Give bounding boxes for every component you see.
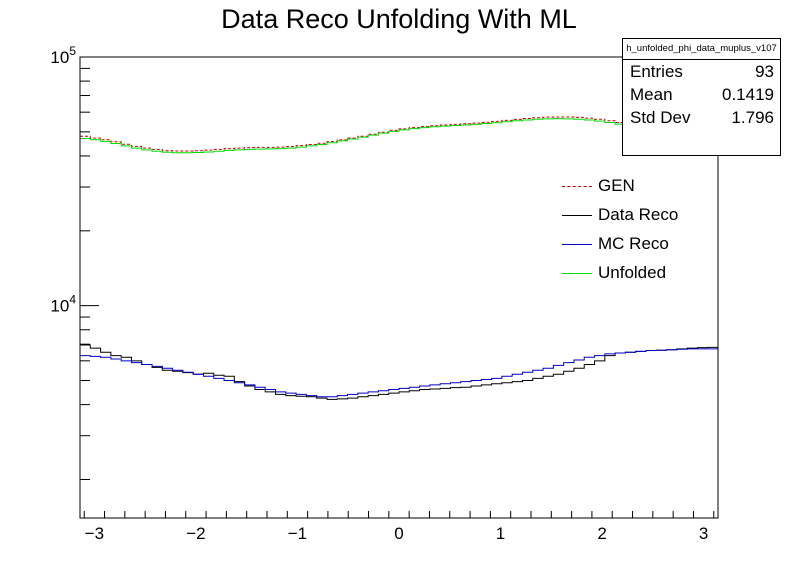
x-tick-label: 0	[394, 524, 403, 543]
stats-label: Std Dev	[630, 108, 691, 127]
stats-row-mean: Mean 0.1419	[623, 83, 780, 106]
series-line-unfolded	[80, 118, 718, 154]
x-tick-label: −3	[85, 524, 104, 543]
x-tick-label: 1	[496, 524, 505, 543]
stats-histogram-name: h_unfolded_phi_data_muplus_v107	[623, 39, 780, 60]
stats-box: h_unfolded_phi_data_muplus_v107 Entries …	[622, 38, 781, 156]
stats-value: 1.796	[731, 108, 774, 127]
series-line-mc-reco	[80, 348, 718, 398]
plot-frame	[79, 56, 719, 519]
legend-item-gen: GEN	[562, 174, 712, 203]
stats-label: Entries	[630, 62, 683, 81]
legend-swatch-unfolded	[562, 273, 592, 274]
legend-swatch-mc-reco	[562, 244, 592, 245]
legend-label: Unfolded	[598, 263, 667, 282]
stats-row-stddev: Std Dev 1.796	[623, 106, 780, 129]
legend-label: MC Reco	[598, 234, 669, 253]
legend-swatch-data-reco	[562, 215, 592, 216]
stats-value: 0.1419	[722, 85, 774, 104]
legend-swatch-gen	[562, 186, 592, 187]
legend-item-unfolded: Unfolded	[562, 261, 712, 290]
y-tick-label: 104	[50, 293, 76, 316]
legend-item-mc-reco: MC Reco	[562, 232, 712, 261]
stats-value: 93	[755, 62, 774, 81]
legend-item-data-reco: Data Reco	[562, 203, 712, 232]
x-tick-label: 2	[597, 524, 606, 543]
legend: GEN Data Reco MC Reco Unfolded	[562, 174, 712, 290]
x-tick-label: 3	[699, 524, 708, 543]
legend-label: GEN	[598, 176, 635, 195]
stats-label: Mean	[630, 85, 673, 104]
chart-title: Data Reco Unfolding With ML	[221, 4, 577, 34]
y-tick-label: 105	[50, 44, 76, 67]
x-tick-label: −1	[288, 524, 307, 543]
stats-row-entries: Entries 93	[623, 60, 780, 83]
x-tick-label: −2	[186, 524, 205, 543]
legend-label: Data Reco	[598, 205, 679, 224]
series-line-gen	[80, 116, 718, 152]
